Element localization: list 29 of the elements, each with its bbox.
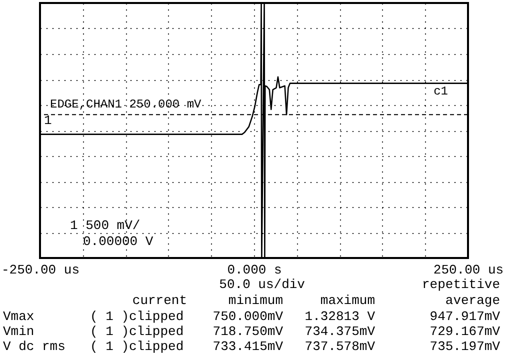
- text: 737.578mV: [304, 339, 376, 353]
- text: repetitive: [422, 277, 500, 292]
- annotation: 0.00000 V: [83, 234, 154, 249]
- annotation: 1: [44, 113, 52, 128]
- x-tick-label: 0.000 s: [227, 262, 282, 278]
- text: 718.750mV: [212, 324, 284, 339]
- text: 729.167mV: [430, 324, 500, 339]
- series-label: c1: [434, 84, 448, 98]
- text: Vmin: [3, 324, 34, 339]
- text: 734.375mV: [304, 324, 376, 339]
- text: ( 1 )clipped: [90, 309, 184, 324]
- annotation: 1 500 mV/: [70, 218, 140, 233]
- x-tick-label: 250.00 us: [433, 262, 504, 278]
- text: ( 1 )clipped: [90, 324, 184, 339]
- text: current: [132, 293, 187, 308]
- text: Vmax: [3, 309, 34, 324]
- ref-line-label: EDGE,CHAN1 250.000 mV: [50, 98, 202, 112]
- text: 1.32813 V: [304, 309, 376, 324]
- text: 735.197mV: [430, 339, 500, 353]
- text: average: [445, 293, 500, 308]
- text: V dc rms: [3, 339, 66, 353]
- text: 733.415mV: [212, 339, 284, 353]
- text: ( 1 )clipped: [90, 339, 184, 353]
- text: minimum: [228, 293, 284, 308]
- text: 947.917mV: [430, 309, 500, 324]
- text: 750.000mV: [212, 309, 284, 324]
- text: maximum: [320, 293, 376, 308]
- text: 50.0 us/div: [219, 277, 306, 292]
- x-tick-label: -250.00 us: [1, 262, 80, 278]
